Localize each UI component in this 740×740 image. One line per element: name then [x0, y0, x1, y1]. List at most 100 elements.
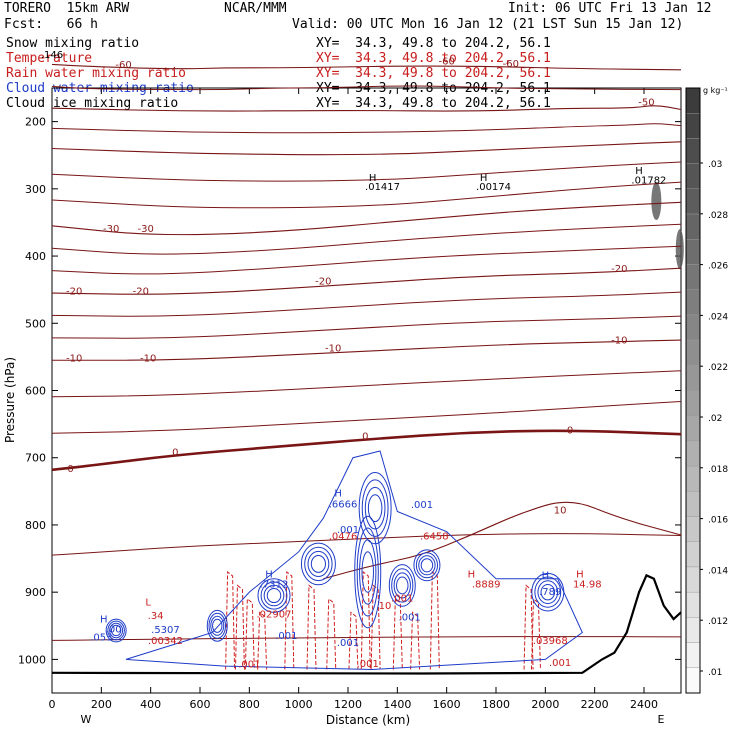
terrain	[51, 573, 682, 675]
x-end-label-east: E	[658, 713, 665, 726]
colorbar-swatch	[685, 213, 701, 240]
x-tick-label: 1600	[433, 698, 461, 711]
contour-label: H	[334, 489, 342, 500]
x-tick-label: 1200	[334, 698, 362, 711]
contour-label: H	[635, 166, 643, 177]
y-tick-label: 1000	[18, 653, 46, 666]
contour-label: -60	[438, 56, 454, 67]
cloud-water-contour	[263, 584, 285, 607]
isotherm	[51, 315, 682, 339]
contour-label: -20	[133, 286, 149, 297]
init-time: Init: 06 UTC Fri 13 Jan 12	[508, 1, 712, 16]
isotherm	[51, 85, 682, 91]
field-name: Temperature	[6, 51, 93, 66]
contour-label: 14.98	[573, 579, 602, 590]
contour-label: 10	[379, 601, 392, 612]
isotherm	[51, 123, 682, 134]
contour-label: -10	[66, 354, 82, 365]
contour-labels: -60 -60 -60 -50 -30 -30 -20 -20 -20 -20 -10 -10 -10 -…	[41, 50, 667, 671]
y-tick-label: 800	[25, 519, 46, 532]
colorbar-tick-label: .022	[708, 363, 728, 373]
x-tick-label: 0	[49, 698, 56, 711]
isotherm	[51, 533, 682, 556]
isotherm	[52, 339, 682, 361]
cloud-water-contour	[212, 618, 223, 633]
x-tick-label: 400	[140, 698, 161, 711]
isotherm	[51, 429, 682, 472]
temperature-contours	[51, 63, 682, 641]
cloud-water-contour	[354, 515, 382, 629]
cloud-water-contour	[367, 494, 383, 523]
contour-label: .001	[275, 631, 297, 642]
cloud-water-contour	[537, 580, 559, 605]
cloud-water-contour	[388, 564, 416, 607]
isotherm	[51, 105, 682, 112]
colorbar-tick-label: .02	[708, 414, 722, 424]
rain-contour	[244, 597, 255, 670]
field-xy-range: XY= 34.3, 49.8 to 204.2, 56.1	[316, 66, 551, 81]
contour-label: .02907	[257, 610, 292, 621]
cloud-water-contour	[107, 620, 125, 641]
cloud-water-contour	[310, 555, 326, 573]
y-tick-label: 200	[25, 116, 46, 129]
contour-label: -60	[115, 60, 131, 71]
cloud-water-contour	[266, 587, 282, 604]
colorbar-swatch	[685, 163, 701, 190]
colorbar-swatch	[685, 591, 701, 618]
field-name: Cloud ice mixing ratio	[6, 96, 179, 111]
contour-label: .7312	[260, 579, 289, 590]
colorbar-tick-label: .014	[708, 566, 728, 576]
rain-contour	[530, 597, 541, 670]
field-xy-range: XY= 34.3, 49.8 to 204.2, 56.1	[316, 96, 551, 111]
isotherm	[51, 141, 682, 156]
cloud-water-contour	[110, 624, 122, 637]
colorbar-swatch	[685, 113, 701, 139]
cloud-water-contour	[125, 450, 583, 670]
contour-label: .34	[148, 611, 164, 622]
rain-contour	[234, 584, 245, 670]
contour-label: H	[542, 571, 550, 582]
forecast-hour: Fcst: 66 h	[4, 17, 98, 32]
colorbar-swatch	[685, 541, 701, 568]
contour-label: .001	[337, 525, 359, 536]
contour-label: 0	[567, 426, 573, 437]
rain-contour	[284, 570, 295, 670]
colorbar-swatch	[685, 264, 701, 290]
colorbar-tick-label: .026	[708, 262, 728, 272]
colorbar-swatch	[685, 289, 701, 316]
contour-label: -20	[66, 286, 82, 297]
contour-label: L	[145, 598, 151, 609]
x-tick-label: 2400	[630, 698, 658, 711]
colorbar-tick-label: .012	[708, 617, 728, 627]
contour-label: .5307	[151, 625, 180, 636]
colorbar-tick-label: .016	[708, 516, 728, 526]
cloud-water-contour	[210, 615, 225, 636]
contour-label: .001	[399, 612, 421, 623]
contour-label: .00174	[476, 182, 511, 193]
cloud-water-contour	[396, 576, 409, 595]
cloud-water-contours	[105, 450, 583, 670]
cloud-water-contour	[208, 612, 227, 639]
colorbar-tick-label: .018	[708, 465, 728, 475]
contour-label: -10	[611, 335, 627, 346]
terrain-line	[51, 573, 682, 675]
colorbar-swatch	[685, 87, 701, 114]
isotherm	[51, 223, 682, 255]
contour-label: -10	[325, 344, 341, 355]
colorbar-swatch	[685, 440, 701, 467]
cloud-water-contour	[359, 539, 377, 605]
rain-contour	[410, 611, 421, 670]
colorbar-swatch	[685, 667, 701, 694]
colorbar-tick-label: .024	[708, 312, 728, 322]
isotherm	[51, 245, 682, 275]
contour-label: 0	[172, 448, 178, 459]
x-tick-label: 1000	[285, 698, 313, 711]
cloud-water-contour	[391, 568, 414, 603]
contour-label: .001	[549, 658, 571, 669]
colorbar-swatch	[685, 415, 701, 442]
field-name: Rain water mixing ratio	[6, 66, 187, 81]
contour-label: .01782	[631, 175, 666, 186]
rain-contour	[429, 570, 440, 670]
field-name: Snow mixing ratio	[6, 36, 140, 51]
